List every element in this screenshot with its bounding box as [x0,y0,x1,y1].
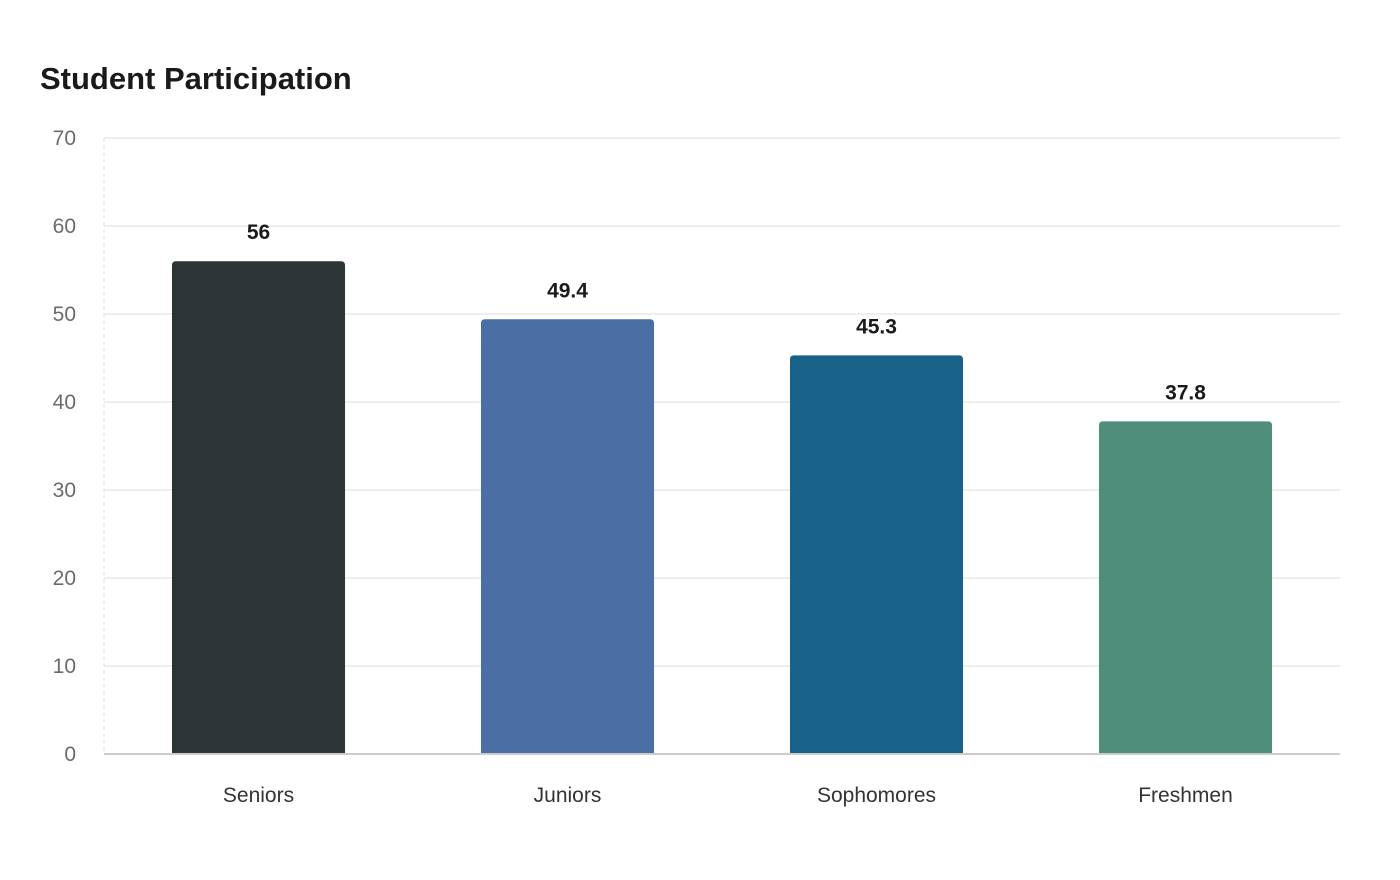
axes [103,138,1340,755]
x-tick-label-sophomores: Sophomores [817,784,936,807]
y-tick-label: 30 [53,479,76,502]
y-tick-label: 70 [53,127,76,150]
labels: 0 10 20 30 40 50 60 70 56 Seniors 49.4 Juniors 45.3 S… [53,127,1233,807]
y-tick-label: 20 [53,567,76,590]
x-tick-label-seniors: Seniors [223,784,294,807]
bar-seniors [171,261,346,754]
chart-title: Student Participation [40,61,352,96]
y-tick-label: 40 [53,391,76,414]
bar-sophomores [789,355,964,754]
data-label-seniors: 56 [247,221,270,244]
y-tick-label: 10 [53,655,76,678]
data-label-sophomores: 45.3 [856,315,897,338]
y-tick-label: 50 [53,303,76,326]
bar-freshmen [1098,421,1273,754]
bars [171,261,1273,754]
bar-juniors [480,319,655,754]
x-tick-label-freshmen: Freshmen [1138,784,1233,807]
data-label-freshmen: 37.8 [1165,381,1206,404]
data-label-juniors: 49.4 [547,279,588,302]
y-tick-label: 60 [53,215,76,238]
y-tick-label: 0 [64,743,76,766]
x-tick-label-juniors: Juniors [534,784,602,807]
